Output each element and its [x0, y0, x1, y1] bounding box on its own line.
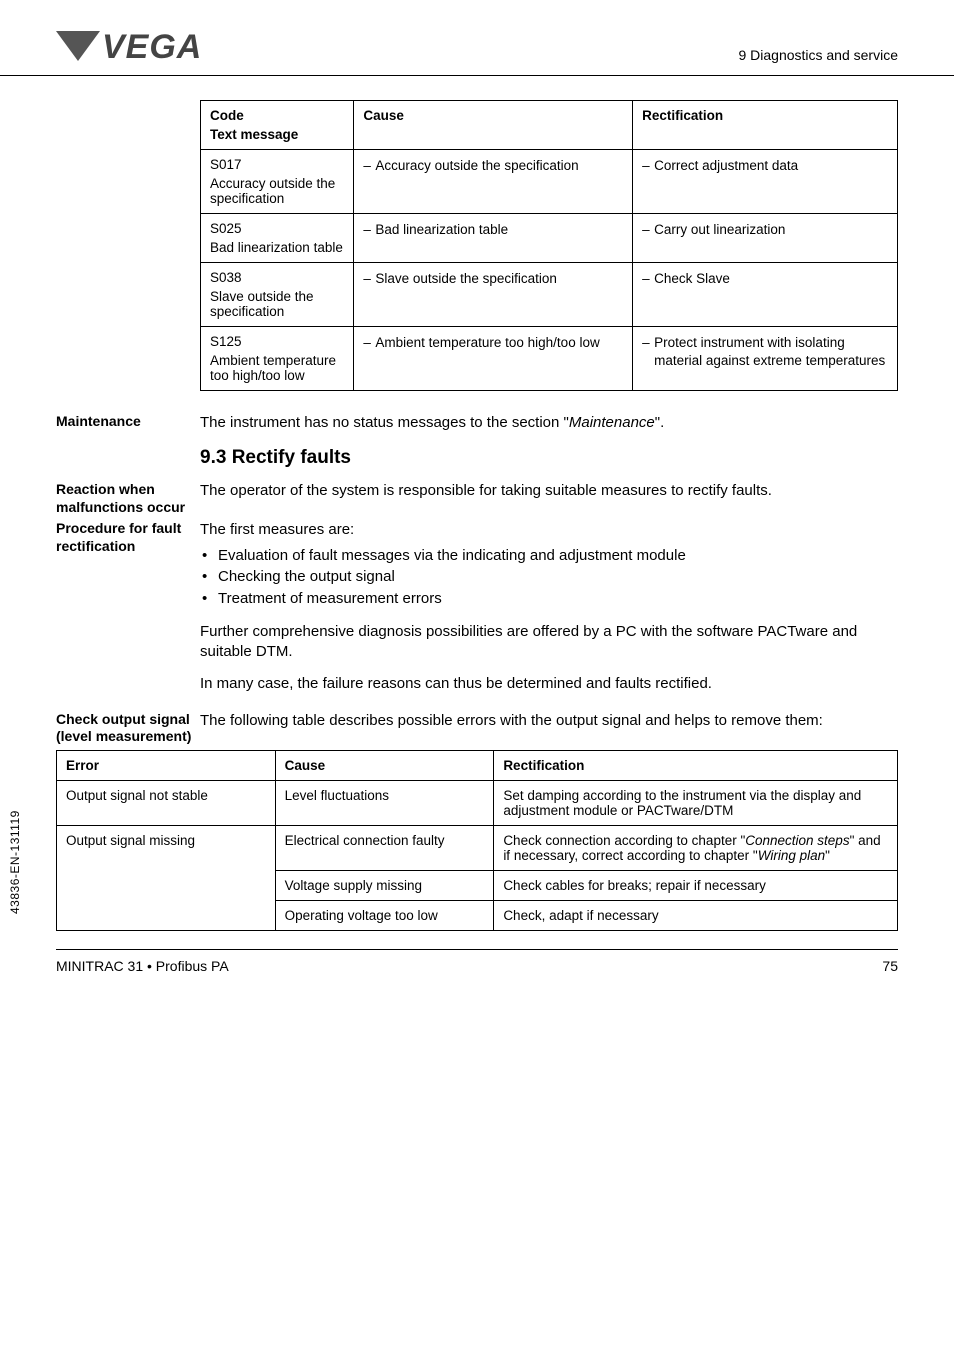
check-text: The following table describes possible e… — [200, 711, 898, 731]
procedure-p3: In many case, the failure reasons can th… — [200, 674, 898, 694]
cause-text: Ambient temperature too high/too low — [363, 334, 623, 352]
reaction-text: The operator of the system is responsibl… — [200, 481, 898, 501]
rect-text: Carry out linearization — [642, 221, 888, 239]
header-section-title: 9 Diagnostics and service — [738, 47, 898, 67]
maintenance-text: The instrument has no status messages to… — [200, 413, 898, 433]
list-item: Treatment of measurement errors — [200, 588, 898, 610]
code-text: Accuracy outside the specification — [210, 176, 344, 206]
th-code: Code Text message — [201, 101, 354, 150]
cause-cell: Operating voltage too low — [275, 900, 494, 930]
code: S038 — [210, 270, 344, 285]
code: S125 — [210, 334, 344, 349]
rect-text: Protect instrument with isolating materi… — [642, 334, 888, 369]
error-table: Error Cause Rectification Output signal … — [56, 750, 898, 931]
table-row: Output signal missing Electrical connect… — [57, 825, 898, 870]
rect-text: Correct adjustment data — [642, 157, 888, 175]
rect-cell: Check connection according to chapter "C… — [494, 825, 898, 870]
cause-text: Slave outside the specification — [363, 270, 623, 288]
list-item: Evaluation of fault messages via the ind… — [200, 545, 898, 567]
th-rect: Rectification — [494, 750, 898, 780]
th-error: Error — [57, 750, 276, 780]
cause-cell: Voltage supply missing — [275, 870, 494, 900]
text-em: Wiring plan — [758, 848, 825, 863]
code: S025 — [210, 221, 344, 236]
text-em: Connection steps — [745, 833, 849, 848]
code-text: Slave outside the specification — [210, 289, 344, 319]
code-text: Ambient temperature too high/too low — [210, 353, 344, 383]
rect-cell: Check, adapt if necessary — [494, 900, 898, 930]
text: " — [825, 848, 830, 863]
page-footer: MINITRAC 31 • Profibus PA 75 — [56, 949, 898, 974]
procedure-intro: The first measures are: — [200, 520, 898, 540]
text: Check connection according to chapter " — [503, 833, 745, 848]
maintenance-label: Maintenance — [56, 413, 200, 431]
logo-triangle-icon — [56, 31, 100, 65]
rect-cell: Check cables for breaks; repair if neces… — [494, 870, 898, 900]
code-text: Bad linearization table — [210, 240, 344, 255]
doc-id-vertical: 43836-EN-131119 — [8, 810, 22, 914]
error-cell: Output signal missing — [57, 825, 276, 930]
th-rect: Rectification — [633, 101, 898, 150]
footer-left: MINITRAC 31 • Profibus PA — [56, 958, 229, 974]
logo: VEGA — [56, 28, 202, 67]
text: ". — [655, 414, 665, 431]
table-row: S038 Slave outside the specification Sla… — [201, 263, 898, 327]
th-code-label: Code — [210, 108, 344, 123]
error-cell: Output signal not stable — [57, 780, 276, 825]
section-heading: 9.3 Rectify faults — [200, 447, 898, 469]
reaction-label: Reaction when malfunctions occur — [56, 481, 200, 516]
procedure-label: Procedure for fault rectification — [56, 520, 200, 555]
check-label: Check output signal (level measurement) — [56, 711, 200, 746]
table-row: Output signal not stable Level fluctuati… — [57, 780, 898, 825]
th-cause: Cause — [354, 101, 633, 150]
code: S017 — [210, 157, 344, 172]
procedure-p2: Further comprehensive diagnosis possibil… — [200, 622, 898, 663]
text: The instrument has no status messages to… — [200, 414, 569, 431]
procedure-bullets: Evaluation of fault messages via the ind… — [200, 545, 898, 610]
page-header: VEGA 9 Diagnostics and service — [0, 0, 954, 76]
cause-cell: Electrical connection faulty — [275, 825, 494, 870]
text-em: Maintenance — [569, 414, 655, 431]
rect-text: Check Slave — [642, 270, 888, 288]
cause-cell: Level fluctuations — [275, 780, 494, 825]
logo-text: VEGA — [102, 28, 202, 67]
cause-text: Accuracy outside the specification — [363, 157, 623, 175]
footer-page-number: 75 — [882, 958, 898, 974]
th-text-msg-label: Text message — [210, 127, 344, 142]
rect-cell: Set damping according to the instrument … — [494, 780, 898, 825]
table-row: S025 Bad linearization table Bad lineari… — [201, 214, 898, 263]
table-row: S125 Ambient temperature too high/too lo… — [201, 327, 898, 391]
status-codes-table: Code Text message Cause Rectification S0… — [200, 100, 898, 391]
list-item: Checking the output signal — [200, 566, 898, 588]
cause-text: Bad linearization table — [363, 221, 623, 239]
table-row: S017 Accuracy outside the specification … — [201, 150, 898, 214]
th-cause: Cause — [275, 750, 494, 780]
